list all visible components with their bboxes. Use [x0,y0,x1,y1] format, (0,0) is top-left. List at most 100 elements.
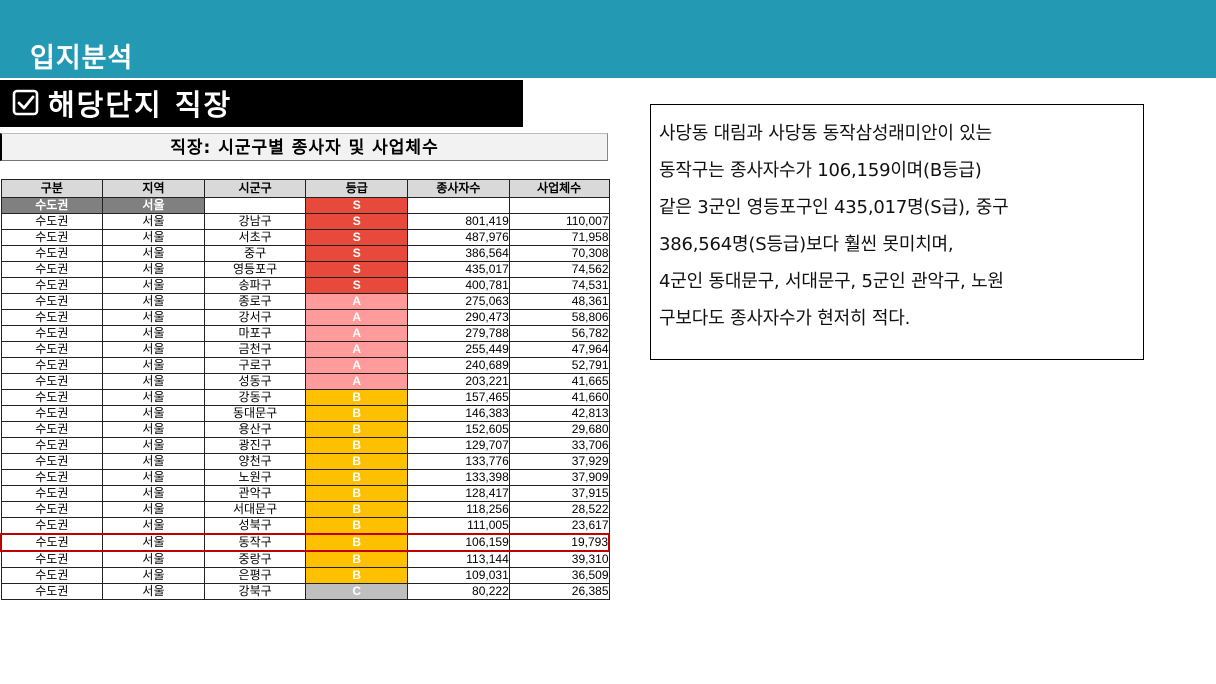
cell-grade: S [305,229,409,246]
cell-area: 수도권 [0,197,104,214]
cell-district: 성동구 [203,373,307,390]
cell-businesses: 52,791 [508,357,610,374]
cell-workers: 111,005 [407,517,510,535]
cell-workers: 152,605 [407,421,510,438]
cell-district: 중랑구 [203,550,307,568]
cell-workers: 118,256 [407,501,510,518]
cell-area: 수도권 [0,357,104,374]
cell-workers: 487,976 [407,229,510,246]
cell-businesses: 47,964 [508,341,610,358]
cell-businesses: 42,813 [508,405,610,422]
cell-grade: A [305,325,409,342]
cell-district: 영등포구 [203,261,307,278]
cell-area: 수도권 [0,453,104,470]
note-line: 4군인 동대문구, 서대문구, 5군인 관악구, 노원 [659,271,1004,292]
cell-district: 관악구 [203,485,307,502]
note-line: 동작구는 종사자수가 106,159이며(B등급) [659,160,982,181]
cell-region: 서울 [102,533,205,552]
cell-region: 서울 [102,261,205,278]
cell-area: 수도권 [0,229,104,246]
checkbox-icon [12,89,39,116]
cell-region: 서울 [102,197,205,214]
table-row: 수도권 서울 구로구 A 240,689 52,791 [0,357,610,374]
cell-region: 서울 [102,437,205,454]
cell-region: 서울 [102,501,205,518]
cell-region: 서울 [102,373,205,390]
cell-region: 서울 [102,405,205,422]
cell-region: 서울 [102,453,205,470]
cell-workers: 255,449 [407,341,510,358]
cell-grade: A [305,309,409,326]
cell-workers: 400,781 [407,277,510,294]
table-row: 수도권 서울 강동구 B 157,465 41,660 [0,389,610,406]
cell-district: 송파구 [203,277,307,294]
cell-area: 수도권 [0,293,104,310]
cell-district: 양천구 [203,453,307,470]
cell-area: 수도권 [0,567,104,584]
note-line: 386,564명(S등급)보다 훨씬 못미치며, [659,234,954,255]
cell-region: 서울 [102,469,205,486]
cell-grade: A [305,341,409,358]
table-row: 수도권 서울 용산구 B 152,605 29,680 [0,421,610,438]
header-band [0,0,1216,78]
cell-businesses: 19,793 [508,533,610,552]
table-row: 수도권 서울 중구 S 386,564 70,308 [0,245,610,262]
cell-district: 동대문구 [203,405,307,422]
cell-grade: B [305,469,409,486]
cell-workers: 129,707 [407,437,510,454]
col-header-region: 지역 [102,179,205,198]
cell-businesses: 26,385 [508,583,610,600]
cell-district: 중구 [203,245,307,262]
cell-workers: 146,383 [407,405,510,422]
cell-area: 수도권 [0,373,104,390]
cell-workers: 240,689 [407,357,510,374]
cell-area: 수도권 [0,245,104,262]
cell-businesses [508,197,610,214]
cell-district: 노원구 [203,469,307,486]
cell-workers: 279,788 [407,325,510,342]
table-row: 수도권 서울 서초구 S 487,976 71,958 [0,229,610,246]
cell-region: 서울 [102,293,205,310]
table-row: 수도권 서울 양천구 B 133,776 37,929 [0,453,610,470]
cell-area: 수도권 [0,325,104,342]
cell-district: 성북구 [203,517,307,535]
cell-workers: 157,465 [407,389,510,406]
cell-grade: B [305,550,409,568]
table-row: 수도권 서울 서대문구 B 118,256 28,522 [0,501,610,518]
table-row: 수도권 서울 은평구 B 109,031 36,509 [0,567,610,584]
cell-workers: 133,398 [407,469,510,486]
cell-area: 수도권 [0,469,104,486]
cell-grade: B [305,517,409,535]
cell-businesses: 71,958 [508,229,610,246]
cell-area: 수도권 [0,277,104,294]
cell-businesses: 36,509 [508,567,610,584]
table-row: 수도권 서울 관악구 B 128,417 37,915 [0,485,610,502]
cell-businesses: 74,531 [508,277,610,294]
cell-district: 마포구 [203,325,307,342]
section-heading: 해당단지 직장 [0,80,523,127]
cell-businesses: 23,617 [508,517,610,535]
cell-area: 수도권 [0,389,104,406]
cell-region: 서울 [102,485,205,502]
cell-workers: 435,017 [407,261,510,278]
table-row: 수도권 서울 마포구 A 279,788 56,782 [0,325,610,342]
cell-region: 서울 [102,325,205,342]
cell-district: 강서구 [203,309,307,326]
cell-area: 수도권 [0,261,104,278]
cell-district: 서대문구 [203,501,307,518]
cell-workers: 290,473 [407,309,510,326]
table-row: 수도권 서울 성동구 A 203,221 41,665 [0,373,610,390]
cell-grade: S [305,197,409,214]
cell-workers: 106,159 [407,533,510,552]
cell-grade: B [305,437,409,454]
cell-region: 서울 [102,245,205,262]
col-header-businesses: 사업체수 [508,179,610,198]
table-row: 수도권 서울 영등포구 S 435,017 74,562 [0,261,610,278]
col-header-grade: 등급 [305,179,409,198]
cell-businesses: 48,361 [508,293,610,310]
cell-workers: 275,063 [407,293,510,310]
cell-district: 동작구 [203,533,307,552]
cell-grade: B [305,533,409,552]
cell-district: 용산구 [203,421,307,438]
note-line: 사당동 대림과 사당동 동작삼성래미안이 있는 [659,123,992,144]
